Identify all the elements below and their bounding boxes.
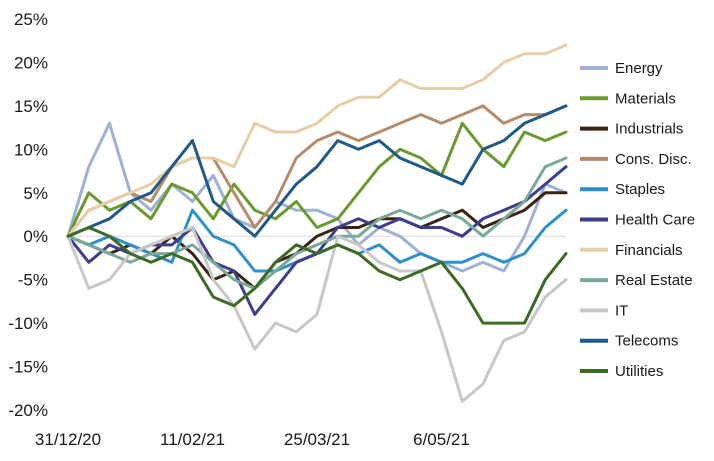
- x-tick-label: 11/02/21: [160, 430, 225, 449]
- y-tick-label: -5%: [18, 271, 48, 290]
- series-line-industrials: [66, 191, 568, 290]
- y-tick-label: -20%: [8, 401, 48, 420]
- legend-label: Materials: [615, 90, 676, 107]
- series-line-telecoms: [66, 104, 568, 238]
- legend-label: Cons. Disc.: [615, 151, 692, 168]
- series-line-cons-disc: [66, 104, 568, 238]
- legend-label: Industrials: [615, 121, 683, 138]
- legend-label: Health Care: [615, 212, 695, 229]
- series-line-staples: [66, 208, 568, 273]
- y-tick-label: 10%: [14, 140, 48, 159]
- series-line-real-estate: [66, 156, 568, 290]
- y-tick-label: -15%: [8, 358, 48, 377]
- series-line-it: [66, 226, 568, 403]
- legend-label: Real Estate: [615, 272, 693, 289]
- y-tick-label: 15%: [14, 97, 48, 116]
- x-tick-label: 6/05/21: [413, 430, 470, 449]
- y-tick-label: 5%: [23, 184, 48, 203]
- legend-label: Financials: [615, 242, 683, 259]
- legend-label: Energy: [615, 60, 663, 77]
- y-tick-label: -10%: [8, 314, 48, 333]
- legend-label: Telecoms: [615, 333, 678, 350]
- x-tick-label: 25/03/21: [284, 430, 350, 449]
- y-tick-label: 0%: [23, 227, 48, 246]
- series-line-utilities: [66, 226, 568, 325]
- x-tick-label: 31/12/20: [35, 430, 101, 449]
- y-tick-label: 20%: [14, 53, 48, 72]
- y-tick-label: 25%: [14, 10, 48, 29]
- series-line-financials: [66, 43, 568, 238]
- legend-label: Utilities: [615, 363, 663, 380]
- legend-label: Staples: [615, 181, 665, 198]
- legend-label: IT: [615, 302, 628, 319]
- series-line-energy: [66, 121, 568, 273]
